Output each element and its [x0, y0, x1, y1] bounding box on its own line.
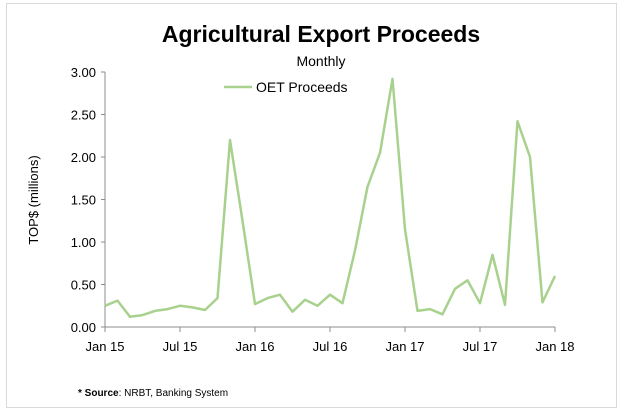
y-tick-label: 2.50 [71, 108, 96, 123]
series-line-oet-proceeds [104, 77, 557, 319]
source-label: * Source [78, 388, 119, 399]
y-tick-label: 1.00 [71, 235, 96, 250]
y-tick-label: 2.00 [71, 150, 96, 165]
x-tick-label: Jul 16 [313, 339, 348, 354]
y-tick-label: 3.00 [71, 65, 96, 80]
series-layer [104, 77, 557, 319]
y-tick-label: 0.00 [71, 320, 96, 335]
legend: OET Proceeds [224, 79, 348, 95]
legend-label: OET Proceeds [256, 79, 348, 95]
x-tick-label: Jan 16 [235, 339, 274, 354]
source-text: : NRBT, Banking System [118, 388, 229, 399]
chart-subtitle: Monthly [296, 53, 345, 69]
x-tick-label: Jan 15 [85, 339, 124, 354]
y-axis-label: TOP$ (millions) [26, 155, 41, 244]
x-tick-label: Jan 17 [385, 339, 424, 354]
axes: 0.00 0.50 1.00 1.50 2.00 2.50 3.00 Jan 15 Jul 15… [71, 65, 575, 354]
chart-frame [6, 3, 617, 408]
y-tick-label: 0.50 [71, 278, 96, 293]
x-tick-label: Jul 15 [163, 339, 198, 354]
chart-title: Agricultural Export Proceeds [162, 21, 480, 47]
x-tick-label: Jul 17 [463, 339, 498, 354]
source-note: * Source: NRBT, Banking System [78, 388, 228, 399]
x-tick-label: Jan 18 [535, 339, 574, 354]
y-tick-label: 1.50 [71, 193, 96, 208]
